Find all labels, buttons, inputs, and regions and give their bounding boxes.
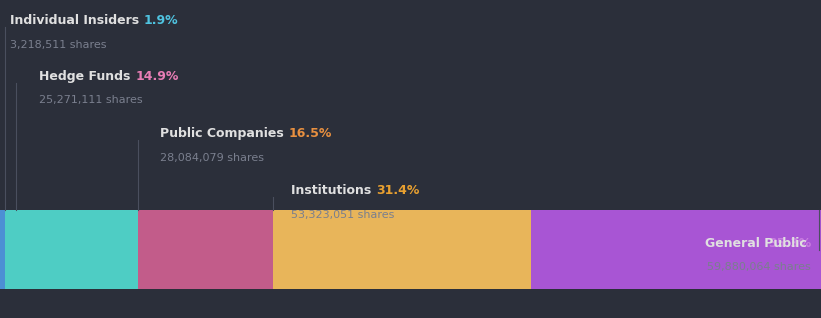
Text: Individual Insiders: Individual Insiders <box>10 14 144 27</box>
Text: 59,880,064 shares: 59,880,064 shares <box>708 262 811 272</box>
Bar <box>531 210 821 289</box>
Text: 35.3%: 35.3% <box>768 237 811 250</box>
Bar <box>16 210 138 289</box>
Text: Public Companies: Public Companies <box>160 127 288 140</box>
Text: 1.9%: 1.9% <box>144 14 178 27</box>
Text: 25,271,111 shares: 25,271,111 shares <box>39 95 143 105</box>
Text: 3,218,511 shares: 3,218,511 shares <box>10 40 107 50</box>
Bar <box>0 210 5 289</box>
Bar <box>273 210 531 289</box>
Text: Hedge Funds: Hedge Funds <box>39 70 135 83</box>
Text: 28,084,079 shares: 28,084,079 shares <box>160 153 264 162</box>
Text: 31.4%: 31.4% <box>376 184 420 197</box>
Text: 16.5%: 16.5% <box>288 127 332 140</box>
Text: 53,323,051 shares: 53,323,051 shares <box>291 210 395 220</box>
Text: Institutions: Institutions <box>291 184 376 197</box>
Bar <box>5 210 16 289</box>
Bar <box>138 210 273 289</box>
Text: 14.9%: 14.9% <box>135 70 178 83</box>
Text: General Public: General Public <box>705 237 811 250</box>
